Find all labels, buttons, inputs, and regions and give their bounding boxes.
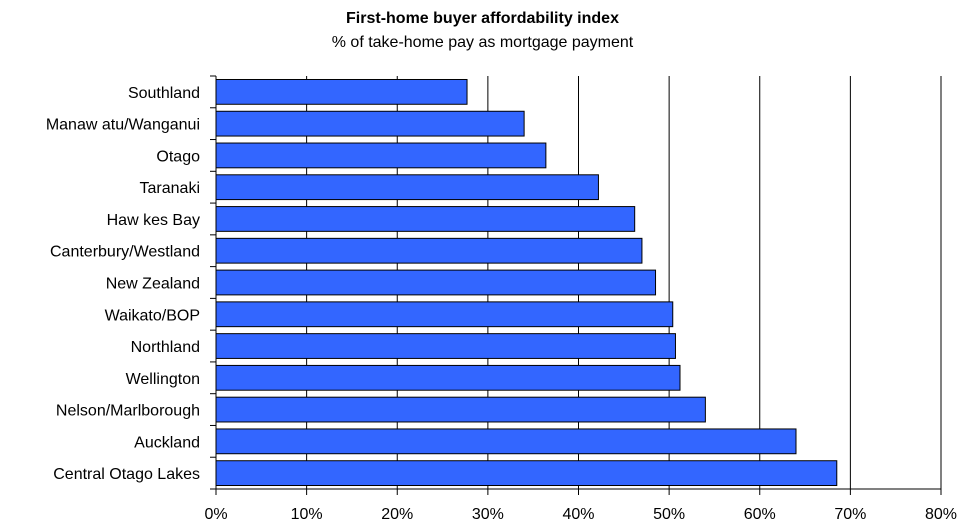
bar — [215, 174, 599, 201]
category-label: New Zealand — [106, 276, 200, 293]
x-tick-label: 50% — [653, 506, 685, 523]
x-tick-label: 60% — [744, 506, 776, 523]
bar — [215, 269, 657, 296]
bar — [215, 428, 797, 455]
category-label: Auckland — [134, 434, 200, 451]
x-tick-label: 70% — [834, 506, 866, 523]
category-label: Northland — [131, 339, 200, 356]
bar — [215, 460, 838, 487]
x-tick-label: 40% — [562, 506, 594, 523]
bar — [215, 364, 681, 391]
category-label: Otago — [156, 148, 200, 165]
x-tick-label: 30% — [472, 506, 504, 523]
bar — [215, 237, 643, 264]
chart-title: First-home buyer affordability index — [346, 10, 619, 27]
bar — [215, 78, 468, 105]
category-label: Southland — [128, 85, 200, 102]
category-label: Nelson/Marlborough — [56, 403, 200, 420]
chart-subtitle: % of take-home pay as mortgage payment — [331, 34, 634, 51]
x-tick-label: 10% — [291, 506, 323, 523]
x-tick-label: 20% — [381, 506, 413, 523]
bar — [215, 301, 674, 328]
bar — [215, 110, 525, 137]
category-label: Waikato/BOP — [105, 307, 200, 324]
x-tick-label: 80% — [925, 506, 957, 523]
bar — [215, 142, 547, 169]
category-label: Taranaki — [140, 180, 200, 197]
bar — [215, 206, 636, 232]
category-label: Wellington — [126, 371, 200, 388]
category-label: Canterbury/Westland — [50, 244, 200, 261]
category-label: Haw kes Bay — [107, 212, 200, 229]
category-label: Manaw atu/Wanganui — [46, 117, 200, 134]
bar — [215, 396, 706, 423]
bar — [215, 333, 676, 359]
category-label: Central Otago Lakes — [53, 466, 200, 483]
x-tick-label: 0% — [204, 506, 227, 523]
